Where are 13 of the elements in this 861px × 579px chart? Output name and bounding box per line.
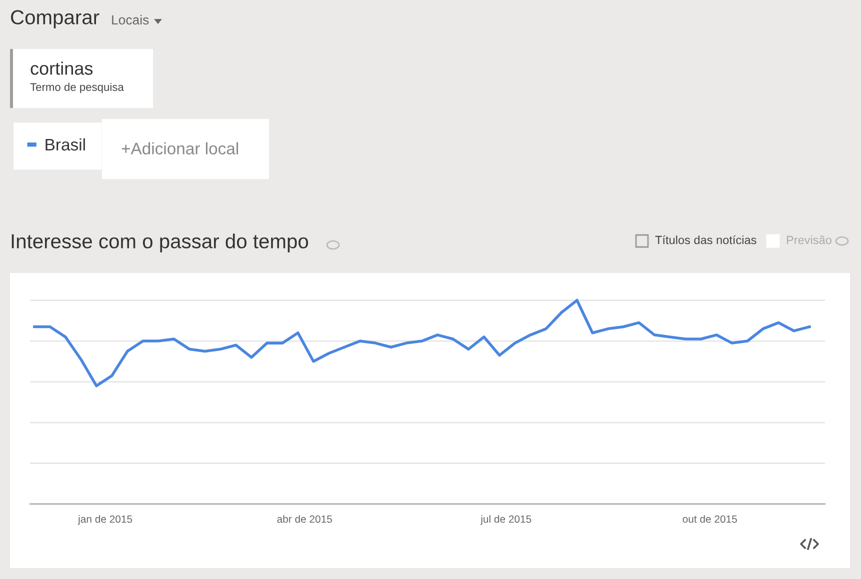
text: cortinas: [30, 62, 93, 75]
legend-label: Brasil: [46, 138, 85, 151]
text: Termo de pesquisa: [30, 82, 124, 94]
chart-title: Interesse com o passar do tempo: [12, 234, 308, 252]
text: Comparar: [11, 10, 100, 28]
text: +Adicionar local: [122, 142, 238, 154]
text: Títulos das notícias: [655, 235, 756, 244]
text: Previsão: [786, 235, 832, 244]
x-tick-label: jan de 2015: [78, 515, 132, 525]
text: Locais: [112, 14, 149, 25]
x-tick-label: jul de 2015: [480, 515, 532, 525]
x-tick-label: abr de 2015: [277, 515, 332, 523]
x-tick-label: out de 2015: [682, 515, 737, 523]
